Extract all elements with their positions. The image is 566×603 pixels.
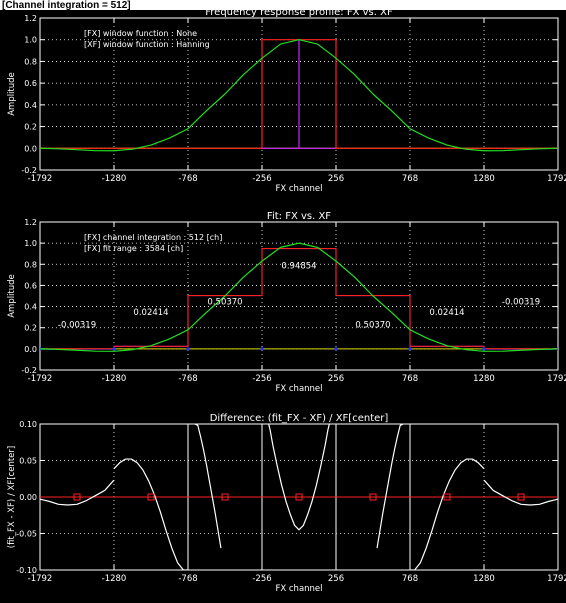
annotation-text: [XF] window function : Hanning — [84, 40, 210, 49]
bin-edge-dot — [408, 347, 412, 351]
x-tick-label: -256 — [252, 374, 271, 384]
y-tick-label: 0.2 — [24, 324, 37, 333]
chart-difference: -1792 -1280 -768 -256 256 768 1280 1792 -0.10 -0.… — [7, 413, 566, 594]
x-tick-label: 256 — [328, 574, 344, 584]
series-line-white — [376, 424, 404, 549]
y-tick-label: 0.00 — [19, 493, 37, 502]
plot-area — [40, 424, 558, 570]
x-axis-label: FX channel — [275, 384, 322, 394]
axes-frame — [39, 221, 559, 371]
bin-center-marker — [443, 493, 451, 501]
y-tick-label: 0.4 — [24, 101, 37, 110]
x-tick-label: 768 — [402, 374, 418, 384]
x-tick-label: 1280 — [473, 374, 495, 384]
series-line-green — [40, 242, 558, 352]
x-tick-label: 1792 — [547, 374, 566, 384]
series-line-white — [268, 424, 330, 531]
y-tick-label: 1.0 — [24, 239, 37, 248]
x-tick-label: -1792 — [28, 174, 53, 184]
bin-center-marker — [517, 493, 525, 501]
y-tick-label: 0.10 — [19, 420, 37, 429]
y-tick-label: 1.2 — [24, 218, 37, 227]
y-tick-label: -0.10 — [16, 566, 37, 575]
y-tick-label: 0.05 — [19, 457, 37, 466]
y-tick-label: -0.2 — [21, 366, 37, 375]
x-tick-label: -1280 — [102, 174, 127, 184]
bar-value-label: 0.94854 — [281, 262, 316, 272]
y-tick-label: 0.2 — [24, 123, 37, 132]
x-tick-label: -768 — [178, 374, 197, 384]
x-axis-label: FX channel — [275, 184, 322, 194]
x-tick-label: 256 — [328, 374, 344, 384]
annotation-text: [FX] channel integration : 512 [ch] — [84, 233, 222, 242]
chart-title: Frequency response profile: FX vs. XF — [205, 7, 393, 18]
x-tick-label: -1280 — [102, 574, 127, 584]
series-line-white — [113, 458, 188, 570]
series-line-green — [40, 39, 558, 152]
series-line-white — [483, 479, 558, 506]
series-line-white — [40, 479, 115, 506]
x-tick-label: -1280 — [102, 374, 127, 384]
y-tick-label: 0.4 — [24, 303, 37, 312]
figure-background — [0, 10, 566, 603]
y-tick-label: 1.0 — [24, 36, 37, 45]
bar-value-label: 0.50370 — [355, 321, 390, 331]
x-tick-label: -768 — [178, 174, 197, 184]
chart-title: Fit: FX vs. XF — [267, 211, 331, 222]
y-tick-label: 0.8 — [24, 57, 37, 66]
bin-center-marker — [147, 493, 155, 501]
x-tick-label: -256 — [252, 574, 271, 584]
chart-frequency-response: -1792 -1280 -768 -256 256 768 1280 1792 -0.2 0.0 0… — [7, 7, 566, 194]
x-tick-label: 768 — [402, 174, 418, 184]
bin-edge-dot — [482, 347, 486, 351]
x-tick-label: 768 — [402, 574, 418, 584]
x-tick-label: 1280 — [473, 574, 495, 584]
annotation-text: [FX] fit range : 3584 [ch] — [84, 244, 183, 253]
y-axis-label: Amplitude — [7, 274, 17, 318]
bin-center-marker — [221, 493, 229, 501]
page-banner: [Channel integration = 512] — [2, 0, 131, 11]
y-axis-label: (fit_FX - XF) / XF[center] — [7, 446, 17, 548]
plot-area — [40, 242, 558, 352]
y-tick-label: 0.0 — [24, 144, 37, 153]
y-axis-label: Amplitude — [7, 72, 17, 116]
bar-value-label: -0.00319 — [502, 297, 540, 307]
bin-edge-dot — [112, 347, 116, 351]
x-tick-label: -256 — [252, 174, 271, 184]
y-tick-label: -0.2 — [21, 166, 37, 175]
chart-fit: -1792 -1280 -768 -256 256 768 1280 1792 -0.2 0.0 0… — [7, 211, 566, 394]
x-tick-label: 256 — [328, 174, 344, 184]
plot-area — [40, 39, 558, 152]
x-tick-label: -768 — [178, 574, 197, 584]
bin-center-marker — [369, 493, 377, 501]
bin-center-marker — [295, 493, 303, 501]
y-tick-label: 0.6 — [24, 281, 37, 290]
bar-value-label: 0.50370 — [207, 297, 242, 307]
y-tick-label: -0.05 — [16, 530, 37, 539]
y-tick-label: 0.6 — [24, 79, 37, 88]
y-tick-label: 0.8 — [24, 260, 37, 269]
x-tick-label: 1792 — [547, 574, 566, 584]
series-line-white — [410, 458, 485, 570]
y-tick-label: 1.2 — [24, 14, 37, 23]
bar-value-label: -0.00319 — [58, 321, 96, 331]
bin-center-marker — [73, 493, 81, 501]
annotation-text: [FX] window function : None — [84, 29, 197, 38]
y-tick-label: 0.0 — [24, 345, 37, 354]
bar-value-label: 0.02414 — [429, 308, 464, 318]
x-tick-label: -1792 — [28, 374, 53, 384]
series-line-white — [194, 424, 222, 549]
bin-edge-dot — [334, 347, 338, 351]
x-axis-label: FX channel — [275, 584, 322, 594]
x-tick-label: 1280 — [473, 174, 495, 184]
bar-value-label: 0.02414 — [133, 308, 168, 318]
bin-edge-dot — [186, 347, 190, 351]
x-tick-label: 1792 — [547, 174, 566, 184]
x-tick-label: -1792 — [28, 574, 53, 584]
bin-edge-dot — [260, 347, 264, 351]
axes-frame — [39, 17, 559, 171]
fit-step-red — [40, 248, 558, 350]
chart-title: Difference: (fit_FX - XF) / XF[center] — [210, 413, 389, 424]
